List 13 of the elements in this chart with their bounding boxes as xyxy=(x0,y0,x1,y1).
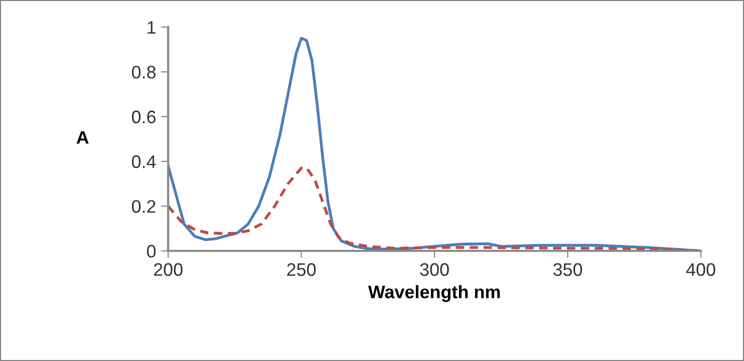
x-tick-label: 200 xyxy=(154,263,182,276)
x-tick-label: 300 xyxy=(420,263,449,276)
x-axis-title: Wavelength nm xyxy=(368,285,500,302)
y-tick-label: 0.4 xyxy=(132,155,156,168)
y-tick-label: 0.6 xyxy=(132,110,156,124)
x-tick-label: 350 xyxy=(553,263,582,276)
y-tick-label: 0 xyxy=(147,244,156,258)
x-tick-label: 250 xyxy=(287,263,316,276)
y-tick-label: 1 xyxy=(148,21,156,34)
y-tick-label: 0.8 xyxy=(132,66,156,79)
x-tick-label: 400 xyxy=(686,263,716,276)
y-axis-title: A xyxy=(76,131,89,144)
y-tick-label: 0.2 xyxy=(132,200,156,213)
